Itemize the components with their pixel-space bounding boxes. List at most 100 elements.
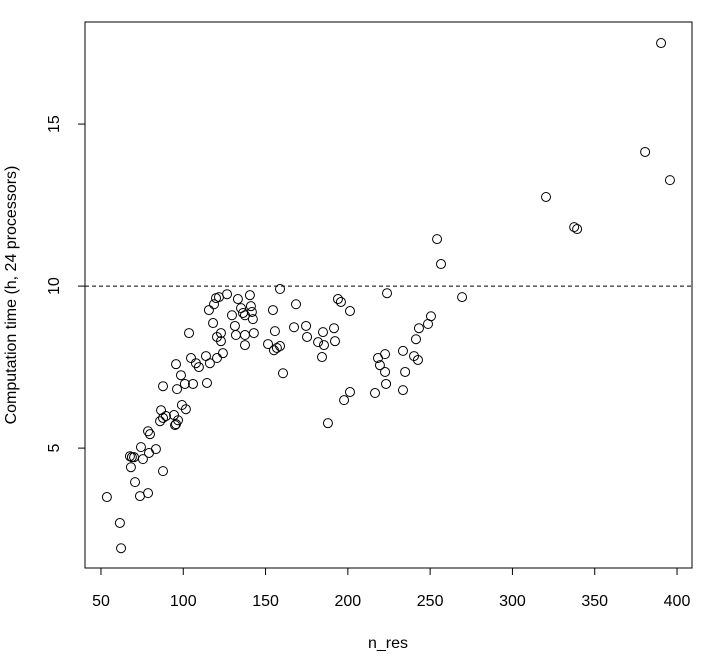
point (114, 517, 125, 528)
point (263, 339, 274, 350)
point (640, 146, 651, 157)
point (339, 395, 350, 406)
y-tick-label: 10 (46, 277, 63, 295)
point (380, 366, 391, 377)
point (150, 444, 161, 455)
point (226, 310, 237, 321)
point (410, 334, 421, 345)
point (664, 175, 675, 186)
point (457, 292, 468, 303)
point (412, 354, 423, 365)
point (239, 310, 250, 321)
point (158, 412, 169, 423)
x-tick-label: 400 (664, 593, 691, 610)
point (301, 320, 312, 331)
point (397, 385, 408, 396)
point (125, 462, 136, 473)
point (184, 328, 195, 339)
point (160, 411, 171, 422)
point (101, 492, 112, 503)
point (271, 342, 282, 353)
point (246, 307, 257, 318)
point (330, 336, 341, 347)
point (193, 362, 204, 373)
x-tick-label: 200 (334, 593, 361, 610)
point (380, 349, 391, 360)
point (344, 387, 355, 398)
point (332, 294, 343, 305)
point (144, 447, 155, 458)
point (335, 296, 346, 307)
point (400, 366, 411, 377)
point (432, 234, 443, 245)
point (238, 307, 249, 318)
point (275, 284, 286, 295)
point (215, 328, 226, 339)
point (322, 418, 333, 429)
point (215, 336, 226, 347)
point (239, 330, 250, 341)
point (222, 289, 233, 300)
point (203, 305, 214, 316)
point (124, 451, 135, 462)
point (204, 358, 215, 369)
point (344, 306, 355, 317)
point (180, 404, 191, 415)
point (239, 340, 250, 351)
point (201, 377, 212, 388)
point (158, 381, 169, 392)
point (172, 415, 183, 426)
point (208, 318, 219, 329)
point (268, 345, 279, 356)
y-tick-label: 5 (46, 444, 63, 453)
point (656, 38, 667, 49)
point (171, 359, 182, 370)
point (158, 466, 169, 477)
point (232, 294, 243, 305)
point (370, 388, 381, 399)
point (116, 543, 127, 554)
point (185, 353, 196, 364)
point (248, 328, 259, 339)
point (382, 288, 393, 299)
point (317, 327, 328, 338)
point (179, 378, 190, 389)
point (313, 337, 324, 348)
point (413, 323, 424, 334)
x-axis-label: n_res (368, 635, 408, 652)
point (245, 301, 256, 312)
point (143, 426, 154, 437)
point (572, 224, 583, 235)
point (275, 341, 286, 352)
x-tick-label: 250 (417, 593, 444, 610)
x-tick-label: 350 (581, 593, 608, 610)
point (269, 326, 280, 337)
point (569, 222, 580, 233)
x-tick-label: 300 (499, 593, 526, 610)
point (156, 405, 167, 416)
point (291, 299, 302, 310)
point (374, 360, 385, 371)
point (230, 330, 241, 341)
point (425, 311, 436, 322)
point (209, 299, 220, 310)
point (229, 320, 240, 331)
point (145, 429, 156, 440)
point (135, 442, 146, 453)
y-axis-label: Computation time (h, 24 processors) (3, 166, 20, 425)
point (247, 314, 258, 325)
point (329, 323, 340, 334)
point (302, 331, 313, 342)
plot-frame (84, 21, 693, 569)
point (137, 454, 148, 465)
point (381, 378, 392, 389)
point (541, 191, 552, 202)
point (170, 420, 181, 431)
x-tick-label: 50 (92, 593, 110, 610)
point (130, 477, 141, 488)
point (267, 305, 278, 316)
y-tick-label: 15 (46, 115, 63, 133)
point (211, 353, 222, 364)
